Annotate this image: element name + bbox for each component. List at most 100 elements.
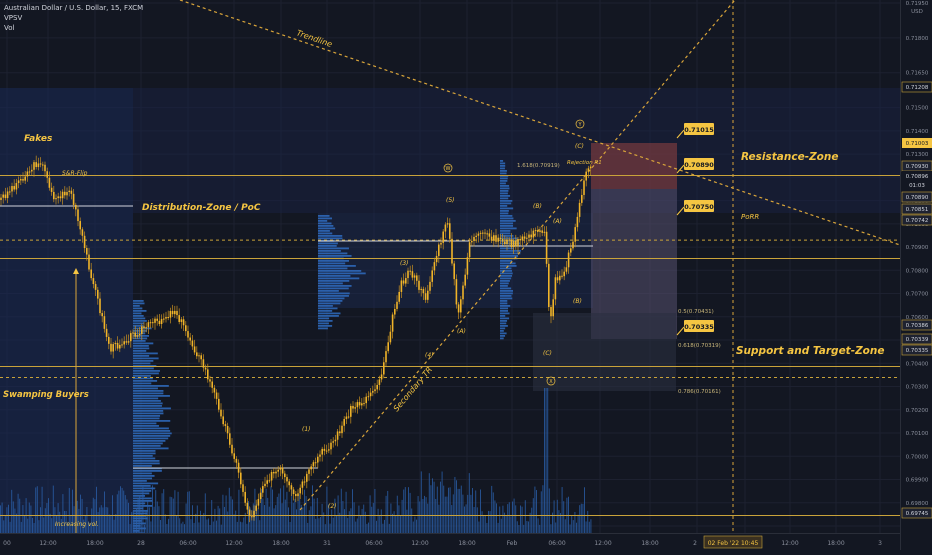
candle-body [143, 326, 145, 328]
candle-body [306, 473, 308, 482]
volume-bar [505, 515, 507, 533]
candle-body [90, 269, 92, 279]
volume-bar [315, 518, 317, 533]
candle-body [517, 239, 519, 247]
candle-body [299, 487, 301, 494]
volume-bar [406, 509, 408, 533]
candle-body [257, 499, 260, 506]
candle-body [475, 235, 477, 237]
volume-bar [160, 519, 161, 533]
volume-bar [244, 512, 246, 533]
trendline[interactable] [179, 0, 901, 246]
volume-bar [587, 510, 589, 533]
volume-profile-bar [500, 287, 512, 290]
price-chart[interactable]: 0.71015 0.70890 0.70750 0.70335 Fakes S&R-Fl… [0, 0, 901, 535]
volume-bar [20, 521, 22, 533]
candle-body [301, 481, 304, 488]
volume-bar [136, 509, 137, 533]
volume-profile-bar [133, 377, 153, 380]
volume-profile-bar [133, 320, 147, 322]
volume-profile-bar [318, 265, 356, 267]
fib-label: 0.786(0.70161) [678, 389, 721, 395]
volume-profile-bar [500, 237, 518, 240]
volume-bar [310, 506, 312, 533]
volume-bar [259, 520, 261, 533]
symbol-title[interactable]: Australian Dollar / U.S. Dollar, 15, FXC… [4, 4, 144, 12]
indicator-vol[interactable]: Vol [4, 24, 15, 32]
candle-body [147, 322, 150, 328]
volume-bar [564, 519, 566, 533]
annotation-wave-c: (C) [543, 350, 552, 357]
volume-bar [238, 489, 240, 533]
volume-bar [281, 503, 283, 533]
volume-profile-bar [133, 385, 169, 387]
candle-body [354, 407, 356, 409]
volume-profile-bar [500, 217, 514, 220]
volume-profile-bar [133, 510, 148, 512]
candle-body [134, 332, 136, 337]
volume-bar [524, 500, 526, 533]
candle-body [94, 284, 97, 290]
volume-bar [4, 515, 6, 533]
volume-profile-bar [133, 345, 149, 347]
annotation-wave-c-top: (C) [575, 143, 584, 150]
volume-bar [196, 505, 198, 533]
volume-bar [70, 515, 72, 533]
candle-body [444, 224, 447, 232]
volume-profile-bar [500, 170, 507, 172]
candle-body [79, 221, 81, 230]
price-axis[interactable]: USD 0.71950 0.71800 0.71650 0.71500 0.71400 0.… [900, 0, 932, 550]
volume-bar [174, 490, 176, 533]
volume-bar [252, 503, 254, 533]
candle-body [70, 190, 73, 194]
chart-area[interactable]: 0.71015 0.70890 0.70750 0.70335 Fakes S&R-Fl… [0, 0, 901, 535]
fib-label: 0.618(0.70319) [678, 343, 721, 349]
volume-bar [296, 509, 297, 533]
volume-profile-bar [500, 187, 510, 190]
candle-body [240, 472, 242, 485]
indicator-vpsv[interactable]: VPSV [4, 14, 23, 22]
volume-profile-bar [500, 215, 513, 217]
candle-body [310, 466, 312, 470]
volume-profile-bar [133, 412, 164, 415]
volume-profile-bar [500, 165, 506, 167]
volume-bar [272, 489, 273, 533]
volume-profile-bar [318, 245, 337, 247]
volume-profile-bar [318, 262, 346, 265]
volume-profile-bar [500, 242, 521, 245]
time-tick-label: 06:00 [179, 540, 196, 547]
volume-bar [582, 503, 584, 533]
volume-bar [398, 505, 400, 533]
candle-body [343, 419, 345, 426]
volume-profile-bar [133, 430, 171, 432]
volume-bar [24, 515, 25, 533]
volume-profile-bar [500, 210, 509, 212]
volume-profile-bar [500, 232, 511, 235]
volume-bar [169, 496, 171, 533]
volume-bar [444, 496, 446, 533]
candle-body [499, 237, 502, 239]
volume-profile-bar [133, 400, 161, 402]
volume-profile-bar [500, 260, 513, 262]
volume-bar [388, 523, 390, 533]
wave-circle [546, 376, 556, 386]
volume-profile-bar [500, 285, 508, 287]
volume-profile-bar [133, 367, 154, 370]
candle-body [339, 431, 341, 434]
time-axis[interactable]: 00 12:00 18:00 28 06:00 12:00 18:00 31 06:00 12:0… [0, 533, 900, 551]
candle-body [266, 480, 268, 484]
candle-body [376, 384, 378, 390]
secondary-tr-line[interactable] [299, 0, 736, 511]
volume-bar [33, 522, 35, 533]
volume-profile-bar [133, 332, 146, 335]
volume-bar [11, 489, 13, 533]
candle-body [64, 191, 66, 196]
candle-body [435, 255, 438, 263]
annotation-sr-flip: S&R-Flip [62, 170, 88, 177]
time-tick-label: 18:00 [827, 540, 844, 547]
candle-body [411, 271, 414, 278]
volume-bar [528, 521, 529, 533]
volume-bar [318, 518, 320, 533]
volume-bar [416, 519, 417, 533]
volume-bar [280, 488, 281, 533]
